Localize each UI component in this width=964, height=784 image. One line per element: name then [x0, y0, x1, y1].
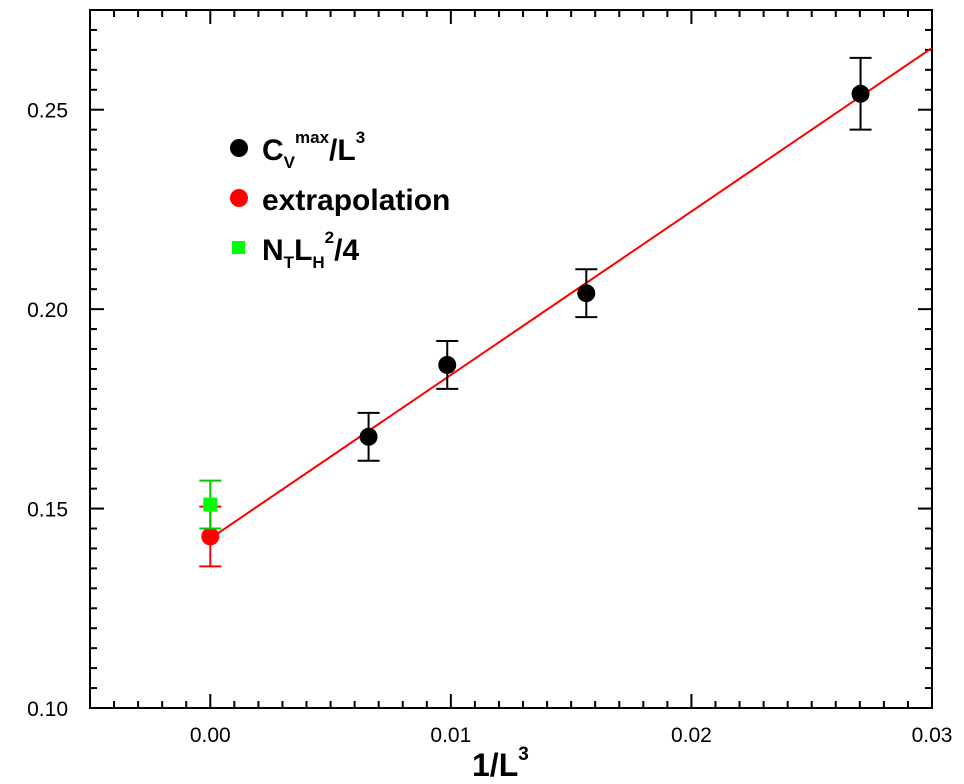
- x-axis-title-sup: 3: [518, 744, 529, 765]
- x-tick-label: 0.03: [912, 724, 953, 747]
- x-tick-label: 0.00: [190, 724, 231, 747]
- legend-label-part: L: [294, 234, 312, 267]
- legend-label-part: /4: [334, 234, 359, 267]
- plot-frame: [89, 9, 933, 709]
- legend-marker-cv: [230, 139, 248, 157]
- x-axis-title-base: 1/L: [472, 747, 518, 783]
- point-cv: [359, 427, 378, 446]
- legend: CVmax/L3 extrapolation NTLH2/4: [230, 128, 450, 272]
- legend-label-part: C: [262, 134, 284, 167]
- point-nt: [203, 497, 218, 512]
- point-cv: [438, 355, 457, 374]
- legend-label-part: extrapolation: [262, 184, 450, 217]
- legend-label-part: H: [312, 253, 324, 272]
- point-cv: [851, 84, 870, 103]
- legend-label-cv: CVmax/L3: [262, 128, 365, 172]
- legend-label-part: 2: [325, 228, 334, 247]
- legend-label-part: max: [295, 128, 330, 147]
- x-tick-label: 0.02: [671, 724, 712, 747]
- legend-label-part: /L: [329, 134, 356, 167]
- legend-label-nt: NTLH2/4: [262, 228, 359, 272]
- legend-label-extrapolation: extrapolation: [262, 184, 450, 217]
- series-layer: [199, 56, 872, 568]
- fit-line: [209, 47, 933, 540]
- point-extrapolation: [201, 527, 220, 546]
- legend-marker-extrapolation: [230, 189, 248, 207]
- axis-ticks: [89, 9, 933, 709]
- x-axis-title: 1/L3: [472, 744, 529, 783]
- legend-marker-nt: [232, 241, 245, 254]
- y-tick-label: 0.20: [27, 299, 68, 322]
- tick-labels: 0.00 0.01 0.02 0.03 0.10 0.15 0.20 0.25: [27, 100, 952, 747]
- point-cv: [577, 284, 596, 303]
- legend-label-part: 3: [356, 128, 365, 147]
- y-tick-label: 0.25: [27, 100, 68, 123]
- y-tick-label: 0.15: [27, 499, 68, 522]
- x-tick-label: 0.01: [430, 724, 471, 747]
- legend-label-part: N: [262, 234, 284, 267]
- legend-label-part: T: [284, 253, 295, 272]
- y-tick-label: 0.10: [27, 698, 68, 721]
- legend-label-part: V: [284, 153, 296, 172]
